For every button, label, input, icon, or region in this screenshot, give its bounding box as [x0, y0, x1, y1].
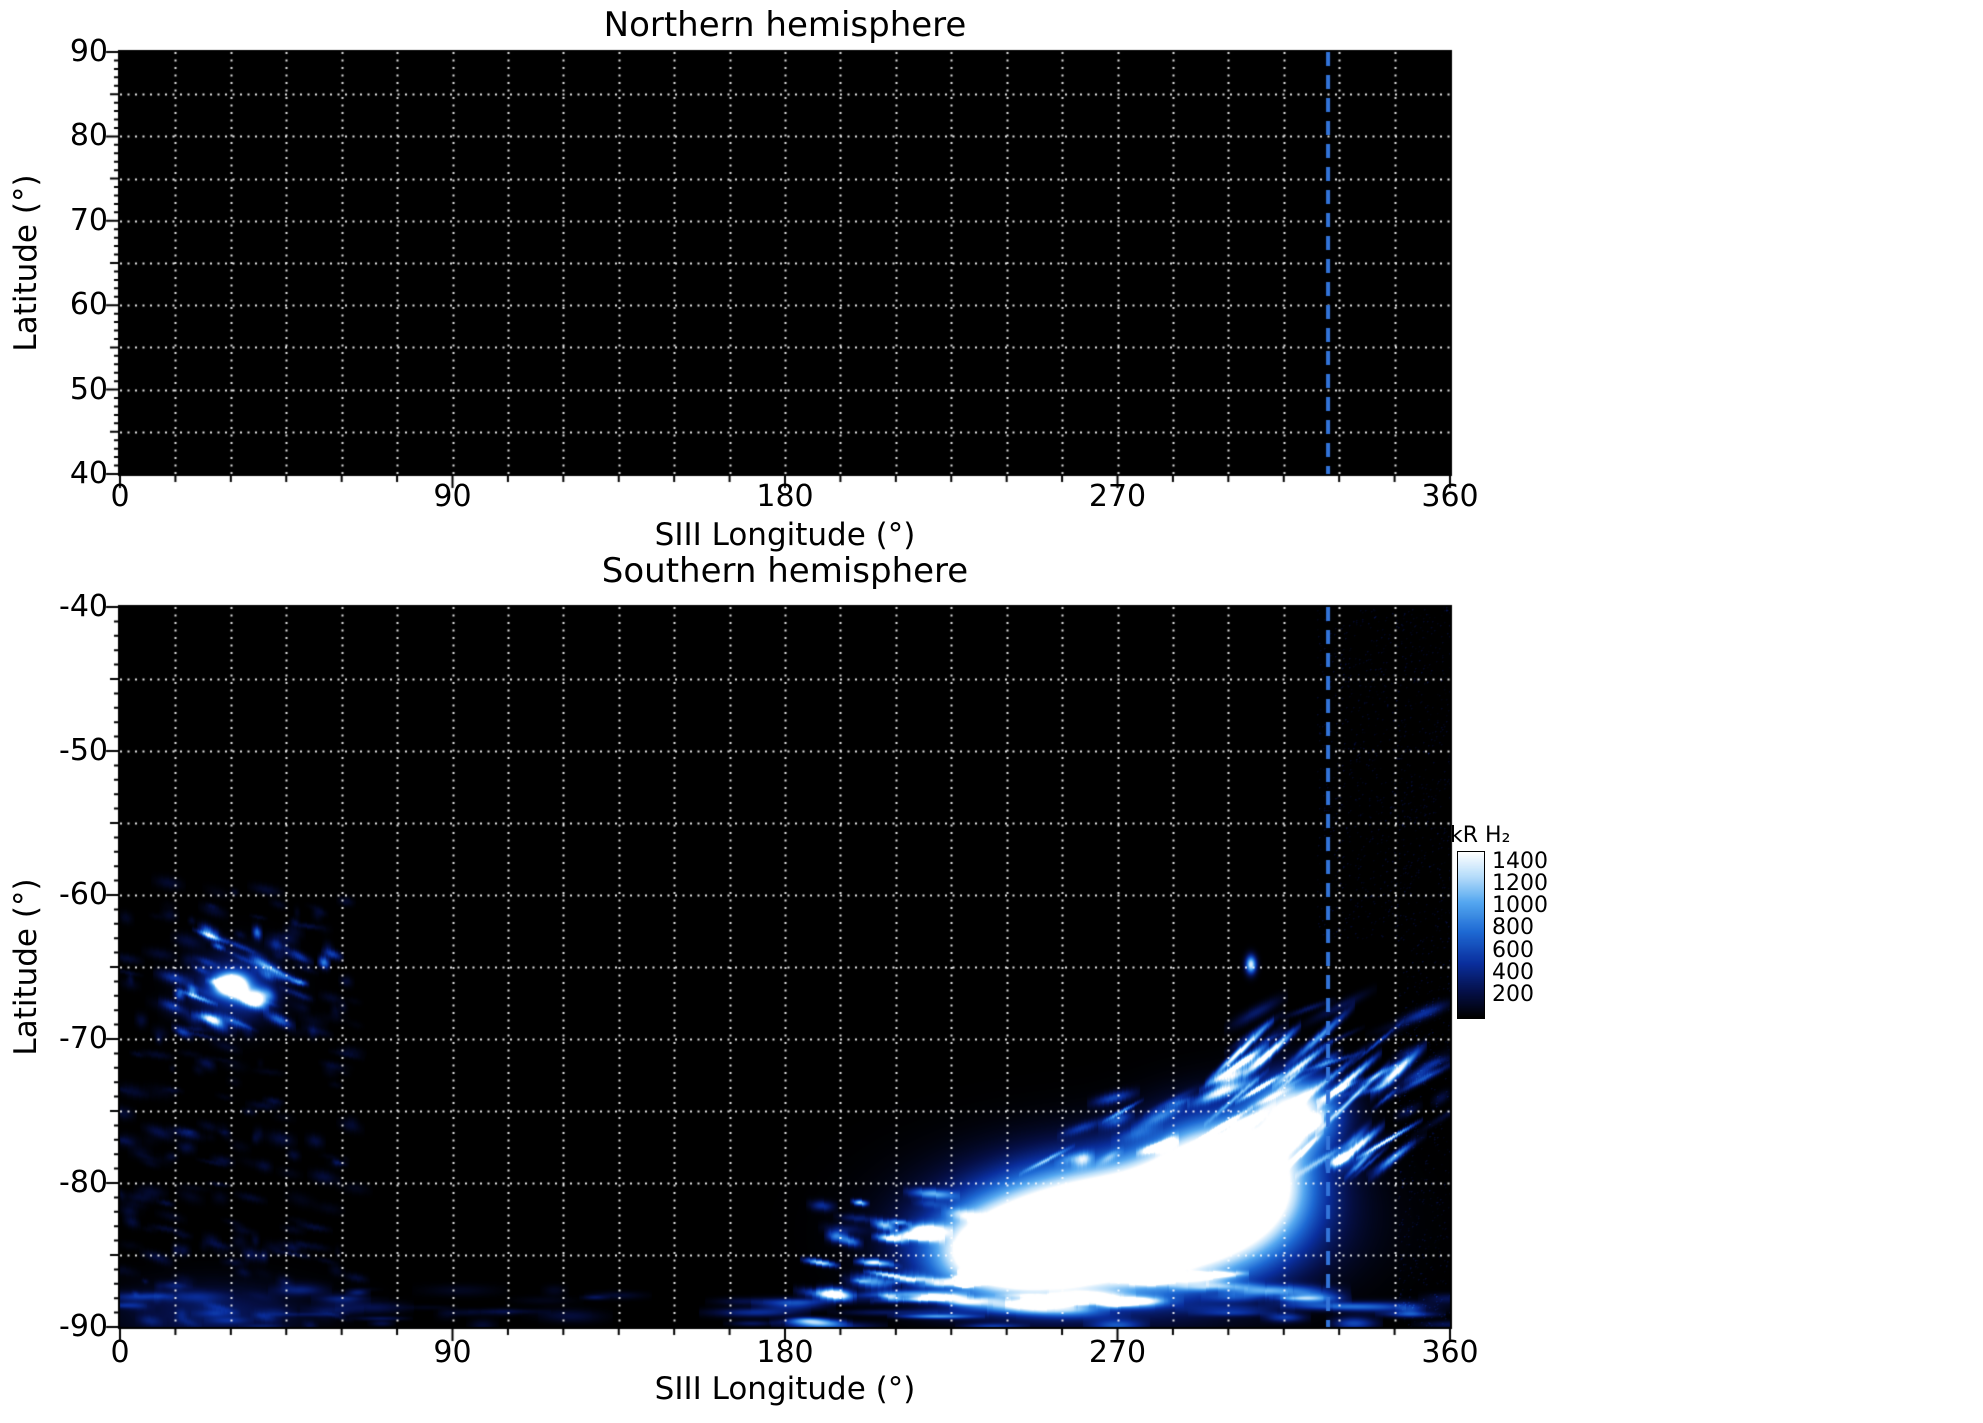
- colorbar-tick-label: 800: [1492, 915, 1534, 941]
- colorbar-gradient: [1457, 851, 1485, 1019]
- x-tick-label: 180: [756, 479, 814, 514]
- colorbar-tick-label: 600: [1492, 937, 1534, 963]
- north-hemisphere-heatmap: [104, 36, 1466, 490]
- x-tick-label: 360: [1421, 1335, 1479, 1370]
- x-tick-label: 0: [110, 479, 130, 514]
- y-tick-label: 60: [69, 287, 108, 323]
- x-tick-label: 360: [1421, 479, 1479, 514]
- y-tick-label: 80: [69, 118, 108, 154]
- y-tick-label: -90: [59, 1309, 108, 1344]
- x-tick-label: 180: [756, 1335, 814, 1370]
- y-tick-label: 50: [69, 371, 108, 407]
- south-panel-title: Southern hemisphere: [601, 551, 969, 591]
- x-tick-label: 90: [433, 1335, 472, 1370]
- south-hemisphere-heatmap: [104, 591, 1466, 1343]
- x-tick-label: 90: [433, 479, 472, 514]
- y-tick-label: 70: [69, 202, 108, 238]
- y-tick-label: 40: [69, 456, 108, 491]
- y-tick-label: -50: [59, 733, 108, 768]
- colorbar-unit-label: kR H₂: [1450, 823, 1511, 848]
- colorbar-tick-label: 400: [1492, 959, 1534, 985]
- south-yaxis-label: Latitude (°): [8, 878, 44, 1056]
- north-xaxis-label: SIII Longitude (°): [654, 517, 916, 553]
- x-tick-label: 0: [110, 1335, 130, 1370]
- y-tick-label: -60: [59, 877, 108, 912]
- south-xaxis-label: SIII Longitude (°): [654, 1371, 916, 1407]
- y-tick-label: -40: [59, 589, 108, 624]
- north-panel-title: Northern hemisphere: [603, 5, 967, 45]
- y-tick-label: -80: [59, 1165, 108, 1200]
- y-tick-label: -70: [59, 1021, 108, 1056]
- colorbar-tick-label: 1200: [1492, 871, 1548, 897]
- colorbar-tick-label: 1000: [1492, 893, 1548, 919]
- x-tick-label: 270: [1088, 1335, 1147, 1370]
- x-tick-label: 270: [1088, 479, 1147, 514]
- colorbar-tick-label: 200: [1492, 981, 1534, 1007]
- y-tick-label: 90: [69, 34, 108, 69]
- colorbar-tick-label: 1400: [1492, 849, 1548, 875]
